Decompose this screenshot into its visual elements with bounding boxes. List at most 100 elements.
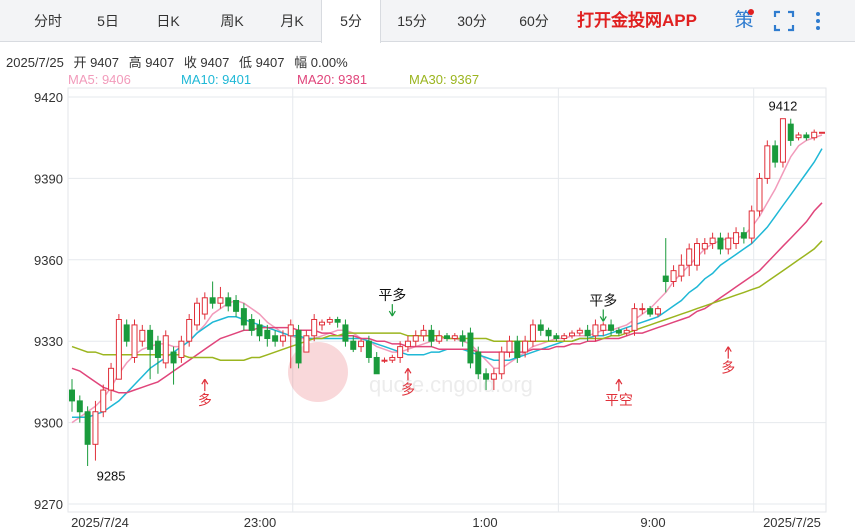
- y-tick-label: 9330: [34, 334, 63, 349]
- info-high: 高 9407: [128, 55, 175, 70]
- candle-body: [600, 324, 607, 331]
- signal-label: 多: [401, 381, 415, 398]
- candle: [108, 362, 115, 401]
- candle: [522, 335, 529, 358]
- candle: [772, 140, 779, 168]
- candle-body: [608, 324, 615, 331]
- candle-body: [319, 321, 325, 326]
- more-vertical-icon[interactable]: [806, 9, 830, 33]
- tab-15-min[interactable]: 15分: [397, 13, 427, 29]
- candle: [811, 129, 818, 141]
- candle: [459, 330, 466, 347]
- candle-body: [584, 329, 591, 337]
- candle: [576, 327, 583, 336]
- candle-body: [178, 340, 185, 358]
- ohlc-info-row: 2025/7/25 开 9407 高 9407 收 9407 低 9407 幅 …: [6, 52, 354, 71]
- candle-body: [139, 329, 146, 342]
- candle-body: [115, 318, 122, 380]
- signal-arrow-up-icon: [201, 378, 209, 392]
- candle: [233, 295, 240, 317]
- candle: [779, 118, 786, 168]
- candle-body: [412, 335, 419, 342]
- candle: [529, 319, 536, 347]
- tab-30-min[interactable]: 30分: [457, 13, 487, 29]
- candle-body: [381, 359, 388, 362]
- candle-body: [623, 329, 630, 334]
- candle-body: [225, 297, 232, 307]
- annotation: 9412: [768, 99, 797, 114]
- candle: [569, 330, 575, 339]
- candle: [201, 292, 208, 320]
- candle-body: [279, 335, 286, 342]
- candle-body: [201, 297, 208, 315]
- candle: [498, 346, 505, 380]
- candle: [733, 227, 740, 249]
- ma10-line: [72, 148, 823, 418]
- candle: [483, 368, 490, 391]
- annotation: 平多: [589, 292, 617, 322]
- signal-label: 多: [198, 392, 212, 409]
- tab-60-min[interactable]: 60分: [519, 13, 549, 29]
- watermark: quote.cngold.org: [288, 342, 533, 402]
- candle: [725, 232, 732, 255]
- candle: [514, 335, 521, 363]
- notification-dot: [748, 9, 754, 15]
- candle: [436, 330, 443, 344]
- candle: [381, 357, 388, 363]
- chart-grid: [67, 87, 827, 513]
- candle-body: [764, 145, 771, 179]
- candle-body: [467, 332, 474, 364]
- candle-body: [84, 411, 91, 445]
- tab-daily-k[interactable]: 日K: [156, 13, 180, 29]
- candle-body: [545, 329, 552, 337]
- candle: [764, 140, 771, 184]
- open-app-link[interactable]: 打开金投网APP: [577, 11, 697, 30]
- strategy-button[interactable]: 策: [732, 9, 756, 33]
- info-open: 开 9407: [73, 55, 120, 70]
- tab-5-min[interactable]: 5分: [321, 0, 381, 43]
- candle: [748, 205, 755, 244]
- candle-body: [131, 324, 138, 358]
- candle: [740, 227, 747, 244]
- candle-body: [553, 335, 560, 339]
- candle: [717, 232, 724, 255]
- candle-body: [404, 340, 411, 348]
- x-axis: 2025/7/24 23:00 1:00 9:00 2025/7/25: [71, 515, 821, 530]
- tab-5-day[interactable]: 5日: [97, 13, 119, 29]
- candle: [311, 314, 318, 342]
- candle-body: [334, 318, 341, 323]
- candle-body: [615, 329, 622, 334]
- candle: [365, 335, 372, 363]
- candle-body: [779, 118, 786, 163]
- candle-body: [170, 351, 177, 364]
- x-tick-label: 23:00: [244, 515, 277, 530]
- candle-body: [811, 131, 818, 139]
- candle: [537, 319, 544, 336]
- candle-body: [717, 237, 724, 250]
- candle-body: [311, 318, 318, 337]
- candle: [795, 132, 802, 141]
- info-date: 2025/7/25: [6, 55, 64, 70]
- candle: [170, 346, 177, 385]
- candle: [787, 118, 794, 146]
- candle-body: [709, 237, 716, 245]
- candle-body: [803, 134, 810, 139]
- candle: [444, 333, 450, 342]
- candle: [647, 305, 654, 317]
- tab-weekly-k[interactable]: 周K: [220, 13, 244, 29]
- candle: [358, 338, 365, 353]
- tab-time-share[interactable]: 分时: [34, 13, 62, 29]
- candle: [654, 305, 661, 317]
- candle-body: [490, 373, 497, 380]
- tab-monthly-k[interactable]: 月K: [280, 13, 304, 29]
- expand-icon[interactable]: [772, 9, 796, 33]
- candle-body: [240, 308, 247, 326]
- candle-body: [217, 297, 224, 304]
- candle-body: [256, 324, 263, 337]
- candle-body: [537, 324, 544, 331]
- candle: [334, 316, 341, 328]
- candle-body: [154, 340, 161, 358]
- candle: [84, 406, 91, 467]
- candle-body: [529, 324, 536, 342]
- candle-body: [444, 335, 450, 339]
